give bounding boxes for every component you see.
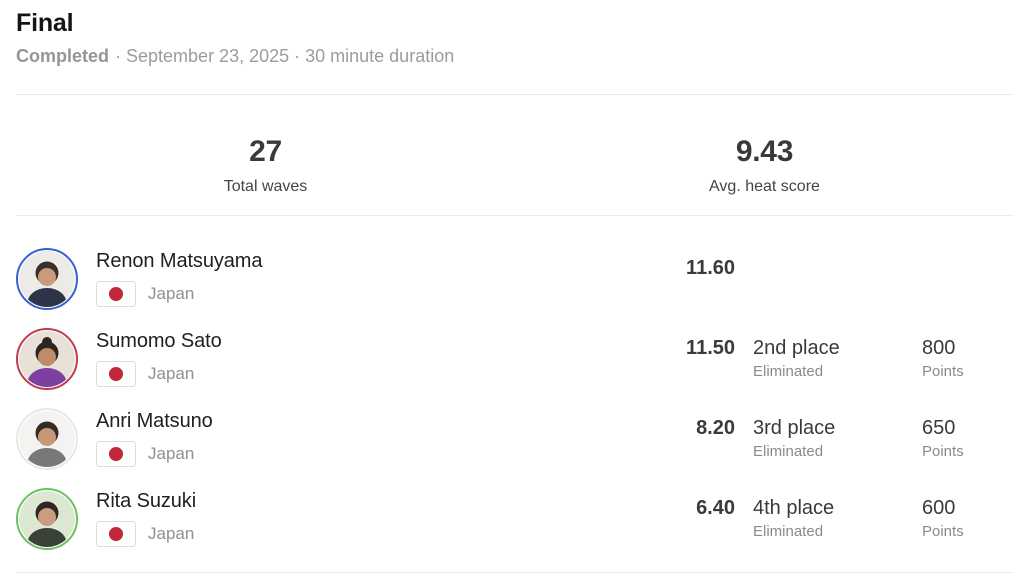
flag-red-dot [109,287,123,301]
points-label: Points [922,363,964,380]
avg-heat-score-label: Avg. heat score [709,178,820,195]
athlete-name: Sumomo Sato [96,330,222,352]
country-label: Japan [148,524,195,543]
athlete-identity: Sumomo Sato Japan [96,328,222,387]
place-block: 3rd place Eliminated [753,416,905,461]
row-result-columns: 11.50 2nd place Eliminated 800 Points [635,336,1014,381]
athlete-identity: Anri Matsuno Japan [96,408,213,467]
athlete-identity: Rita Suzuki Japan [96,488,196,547]
country-line: Japan [96,361,222,387]
heat-status: Completed [16,46,110,66]
country-line: Japan [96,281,262,307]
athlete-row[interactable]: Rita Suzuki Japan 6.40 4th place Elimina… [16,482,1014,562]
total-waves-value: 27 [249,135,282,168]
flag-red-dot [109,447,123,461]
points-value: 600 [922,497,956,519]
avg-heat-score-value: 9.43 [735,135,794,168]
place-label: 3rd place [753,417,836,439]
athlete-row[interactable]: Anri Matsuno Japan 8.20 3rd place Elimin… [16,402,1014,482]
row-result-columns: 6.40 4th place Eliminated 600 Points [635,496,1014,541]
athlete-name: Anri Matsuno [96,410,213,432]
row-result-columns: 11.60 [635,256,1014,280]
athlete-row[interactable]: Renon Matsuyama Japan 11.60 [16,242,1014,322]
avatar [16,328,78,390]
row-result-columns: 8.20 3rd place Eliminated 650 Points [635,416,1014,461]
divider-top [16,94,1014,95]
avatar [16,488,78,550]
athlete-name: Rita Suzuki [96,490,197,512]
heat-meta: · September 23, 2025 · 30 minute duratio… [115,46,455,66]
athlete-name: Renon Matsuyama [96,250,263,272]
points-block: 600 Points [922,496,1014,541]
athlete-identity: Renon Matsuyama Japan [96,248,262,307]
place-label: 4th place [753,497,835,519]
points-block: 800 Points [922,336,1014,381]
japan-flag-icon [96,361,136,387]
place-block: 2nd place Eliminated [753,336,905,381]
heat-score: 8.20 [696,417,735,439]
athlete-row[interactable]: Sumomo Sato Japan 11.50 2nd place Elimin… [16,322,1014,402]
stat-avg-heat-score: 9.43 Avg. heat score [515,135,1014,197]
avatar [16,248,78,310]
heat-header: Final Completed · September 23, 2025 · 30… [16,0,1014,67]
place-block [753,256,905,258]
heat-stats: 27 Total waves 9.43 Avg. heat score [16,95,1014,215]
heat-score: 11.50 [686,337,735,359]
place-status: Eliminated [753,363,824,380]
divider-bottom [16,572,1014,573]
athlete-photo [19,251,75,307]
avatar [16,408,78,470]
total-waves-label: Total waves [223,178,308,195]
place-block: 4th place Eliminated [753,496,905,541]
country-label: Japan [148,284,195,303]
stat-total-waves: 27 Total waves [16,135,515,197]
page-title: Final [16,9,74,37]
points-block: 650 Points [922,416,1014,461]
divider-stats [16,215,1014,216]
points-block [922,256,1014,258]
japan-flag-icon [96,441,136,467]
country-line: Japan [96,441,213,467]
country-label: Japan [148,364,195,383]
place-status: Eliminated [753,443,824,460]
japan-flag-icon [96,521,136,547]
heat-score: 11.60 [686,257,735,279]
japan-flag-icon [96,281,136,307]
flag-red-dot [109,527,123,541]
athlete-photo [19,411,75,467]
points-label: Points [922,523,964,540]
athlete-photo [19,491,75,547]
country-label: Japan [148,444,195,463]
points-value: 800 [922,337,956,359]
athlete-photo [19,331,75,387]
results-list: Renon Matsuyama Japan 11.60 [16,216,1014,562]
country-line: Japan [96,521,196,547]
flag-red-dot [109,367,123,381]
place-label: 2nd place [753,337,840,359]
points-label: Points [922,443,964,460]
place-status: Eliminated [753,523,824,540]
heat-subtitle: Completed · September 23, 2025 · 30 minut… [16,45,1014,67]
heat-score: 6.40 [696,497,735,519]
points-value: 650 [922,417,956,439]
